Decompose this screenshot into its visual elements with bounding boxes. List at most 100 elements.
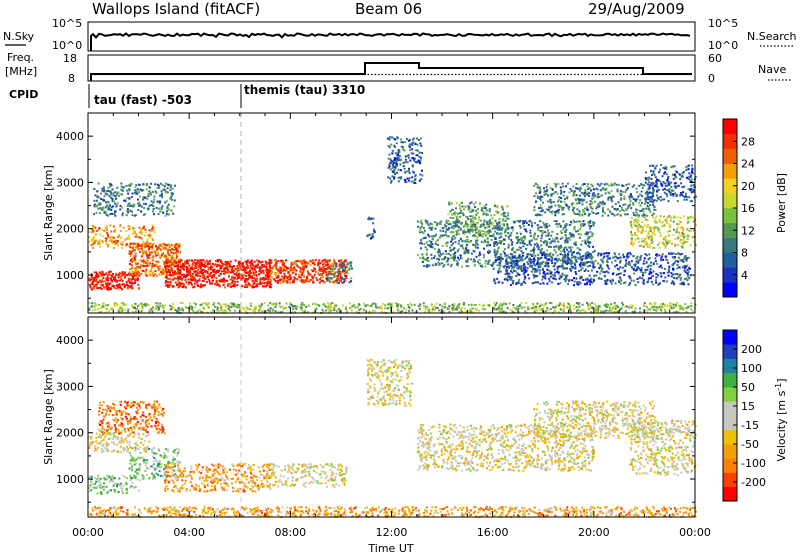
power-cell — [650, 264, 653, 267]
power-cell — [300, 280, 303, 283]
power-cell — [463, 229, 466, 232]
power-cell — [467, 206, 470, 209]
power-cell — [106, 304, 109, 307]
power-cell — [209, 268, 212, 271]
power-cell — [98, 202, 101, 204]
power-cell — [578, 236, 581, 239]
power-cell — [193, 302, 195, 305]
power-cell — [587, 223, 590, 225]
power-cell — [252, 286, 255, 289]
power-cell — [318, 281, 321, 284]
power-cell — [116, 241, 119, 244]
power-cell — [142, 202, 145, 205]
power-cell — [222, 263, 225, 266]
power-cell — [99, 245, 102, 248]
power-cell — [493, 227, 496, 230]
power-cell — [249, 264, 252, 267]
power-cell — [565, 224, 568, 226]
power-cell — [451, 256, 454, 259]
power-cell — [479, 230, 482, 233]
power-cell — [249, 271, 251, 274]
power-cell — [201, 271, 204, 274]
power-cell — [185, 306, 188, 309]
power-cell — [640, 267, 643, 270]
power-cell — [621, 302, 624, 305]
power-cell — [249, 308, 252, 311]
power-cell — [520, 250, 523, 252]
power-cell — [607, 267, 610, 270]
power-cell — [553, 263, 556, 266]
power-cell — [142, 259, 145, 262]
power-cell — [228, 306, 231, 308]
power-cell — [629, 277, 632, 280]
power-cell — [542, 221, 545, 224]
power-cell — [135, 268, 138, 271]
power-cell — [600, 277, 603, 280]
power-cell — [265, 267, 268, 270]
power-cell — [157, 183, 159, 186]
power-cell — [275, 276, 278, 279]
power-cell — [284, 275, 287, 278]
power-cell — [550, 245, 552, 248]
power-cell — [561, 236, 564, 239]
power-cell — [164, 214, 167, 217]
power-cell — [174, 184, 176, 187]
power-cell — [404, 171, 407, 174]
power-cell — [530, 258, 532, 261]
power-cell — [298, 273, 301, 276]
power-cell — [292, 279, 295, 282]
power-cell — [182, 284, 185, 287]
power-cell — [456, 250, 459, 253]
power-cell — [502, 310, 505, 313]
power-cell — [134, 259, 137, 261]
power-cell — [396, 137, 399, 140]
power-cell — [507, 246, 510, 249]
power-cell — [349, 265, 352, 268]
power-cell — [146, 274, 149, 277]
power-cell — [216, 259, 219, 261]
power-cell — [503, 265, 506, 268]
power-cell — [632, 255, 635, 258]
power-cell — [583, 264, 586, 267]
power-cell — [331, 263, 334, 265]
power-cell — [301, 303, 304, 306]
power-cell — [129, 225, 132, 228]
power-cell — [169, 309, 172, 311]
power-cell — [517, 310, 520, 313]
power-cell — [395, 160, 398, 163]
power-cell — [430, 257, 433, 260]
power-cell — [472, 209, 475, 212]
power-cell — [286, 269, 288, 272]
power-cell — [586, 281, 589, 284]
power-cell — [302, 275, 305, 278]
power-cell — [498, 240, 501, 242]
power-cell — [254, 311, 257, 314]
power-cell — [387, 157, 390, 160]
power-cell — [277, 311, 280, 314]
power-cell — [284, 276, 286, 279]
power-cell — [539, 262, 542, 265]
power-cell — [564, 230, 567, 233]
power-cell — [538, 264, 541, 267]
power-cell — [460, 222, 463, 225]
power-cell — [569, 310, 572, 313]
power-cell — [619, 266, 622, 269]
power-cell — [502, 250, 505, 253]
power-cell — [253, 272, 256, 275]
power-cell — [174, 260, 177, 263]
power-cell — [171, 302, 174, 305]
power-cell — [325, 261, 328, 264]
power-cell — [466, 230, 469, 233]
power-cell — [664, 267, 666, 270]
power-cell — [593, 262, 596, 265]
power-cell — [91, 302, 94, 305]
power-cell — [673, 257, 676, 260]
power-cell — [252, 272, 255, 274]
power-cell — [245, 263, 248, 266]
power-cell — [411, 141, 414, 144]
power-cell — [137, 202, 140, 205]
power-cell — [139, 204, 142, 206]
power-cell — [270, 261, 273, 264]
power-cell — [384, 307, 387, 310]
power-cell — [163, 243, 166, 246]
